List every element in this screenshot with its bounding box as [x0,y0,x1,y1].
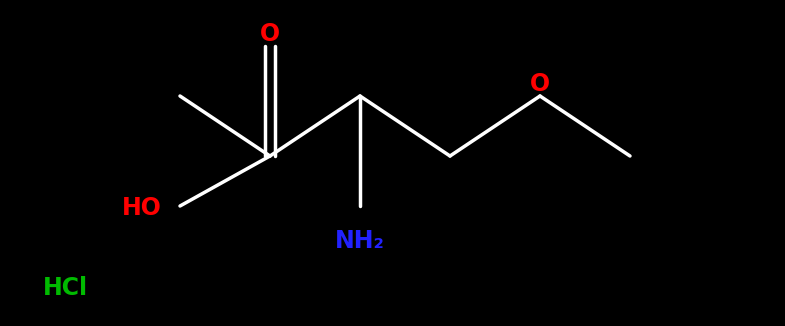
Text: O: O [260,22,280,46]
Text: HO: HO [122,196,162,220]
Text: O: O [530,72,550,96]
Text: NH₂: NH₂ [335,229,385,253]
Text: HCl: HCl [42,276,88,300]
